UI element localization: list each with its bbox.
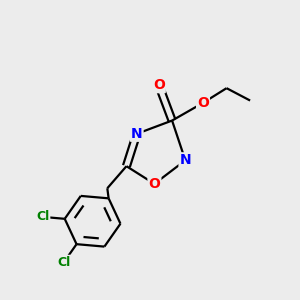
Text: O: O: [148, 177, 160, 191]
Text: Cl: Cl: [36, 210, 49, 224]
Text: Cl: Cl: [57, 256, 70, 269]
Text: N: N: [131, 127, 142, 141]
Text: O: O: [153, 78, 165, 92]
Text: O: O: [197, 96, 209, 110]
Text: N: N: [179, 153, 191, 167]
